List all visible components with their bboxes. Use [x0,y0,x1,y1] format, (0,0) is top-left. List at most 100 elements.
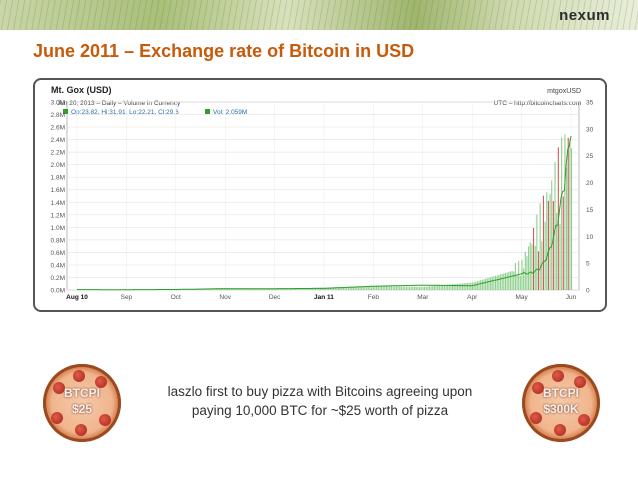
legend-label: Op:23.82, Hi:31.91, Lo:22.21, Cl:29.6 [71,109,179,116]
x-tick-label: Apr [467,294,478,301]
volume-bar [336,287,338,290]
volume-bar [526,256,528,290]
volume-bar [288,288,290,290]
pepperoni [554,424,566,436]
volume-bar [539,203,541,290]
volume-bar [409,286,411,290]
volume-bar [420,286,422,290]
volume-bar [400,286,402,290]
chart-source-url: UTC – http://bitcoincharts.com [494,100,581,107]
volume-bar [250,288,252,290]
x-tick-label: Jun [566,294,577,301]
volume-bar [382,286,384,290]
volume-bar [356,286,358,290]
pepperoni [95,376,107,388]
badge-label-line2: $300K [543,402,579,416]
volume-bar [280,288,282,290]
y-tick-label-left: 0.4M [51,262,65,269]
volume-bar [475,281,477,290]
x-tick-label: Nov [219,294,231,301]
volume-bar [452,284,454,290]
volume-bar [450,284,452,290]
volume-bar [447,284,449,290]
pepperoni [574,376,586,388]
volume-bar [385,286,388,290]
volume-bar [559,224,561,290]
volume-bar [369,286,371,290]
volume-bar [361,286,363,290]
volume-bar [457,283,459,290]
volume-bar [481,279,483,290]
plot-area [66,101,580,291]
volume-bar [268,288,270,290]
pizza-badge-right: BTCPI $300K [522,364,600,442]
legend-swatch [63,109,68,114]
y-tick-label-left: 2.0M [51,162,65,169]
volume-bar [536,214,538,290]
volume-bar [470,282,472,290]
y-tick-label-left: 1.4M [51,200,65,207]
x-tick-label: Sep [121,294,133,301]
slide-title: June 2011 – Exchange rate of Bitcoin in … [33,41,415,61]
volume-bar [296,288,298,290]
y-tick-label-left: 1.6M [51,187,65,194]
volume-bar [415,286,417,290]
volume-bar [508,271,510,290]
pepperoni [53,382,65,394]
y-tick-label-left: 1.0M [51,225,65,232]
caption-line-2: paying 10,000 BTC for ~$25 worth of pizz… [191,403,449,418]
volume-bar [405,286,407,290]
volume-bar [432,286,434,290]
banner-texture [0,0,638,30]
volume-bar [513,271,515,290]
volume-bar [445,284,447,290]
volume-bar [498,274,500,290]
volume-bar [387,286,389,290]
x-tick-label: Mar [417,294,429,301]
volume-bar [506,272,508,290]
chart-subtitle: Jun 20, 2013 – Daily – Volume in Currenc… [57,100,181,107]
volume-bar [442,285,444,290]
y-tick-label-left: 1.8M [51,175,65,182]
volume-bar [275,288,277,290]
volume-bar [471,282,473,290]
volume-bar [301,288,303,290]
volume-bar [562,196,564,290]
volume-bar [564,134,566,290]
volume-bar [372,286,374,290]
volume-bar [255,288,257,290]
volume-bar [286,288,288,290]
pepperoni [51,412,63,424]
volume-bar [285,288,287,290]
volume-bar [295,288,297,290]
volume-bar [423,286,426,290]
badge-label-line1: BTCPI [64,386,100,400]
volume-bar [273,288,275,290]
volume-bar [473,282,475,290]
volume-bar [554,161,556,290]
volume-bar [392,286,394,290]
volume-bar [549,194,551,290]
y-tick-label-left: 2.2M [51,150,65,157]
volume-bar [410,286,412,290]
y-tick-label-left: 2.4M [51,137,65,144]
volume-bar [417,286,419,290]
volume-bar [465,283,467,290]
y-tick-label-left: 0.6M [51,250,65,257]
volume-bar [546,192,548,290]
x-tick-label: Dec [269,294,281,301]
volume-bar [422,286,424,290]
volume-bar [556,212,558,290]
volume-bar [571,148,573,290]
y-tick-label-left: 0.0M [51,288,65,295]
volume-bar [528,246,530,290]
volume-bar [300,288,302,290]
pepperoni [75,424,87,436]
volume-bar [468,282,470,290]
volume-bar [419,286,421,290]
chart-source: mtgoxUSD [547,88,581,95]
volume-bar [438,285,440,290]
volume-bar [493,276,495,290]
y-tick-label-right: 25 [586,153,594,160]
pepperoni [99,414,111,426]
